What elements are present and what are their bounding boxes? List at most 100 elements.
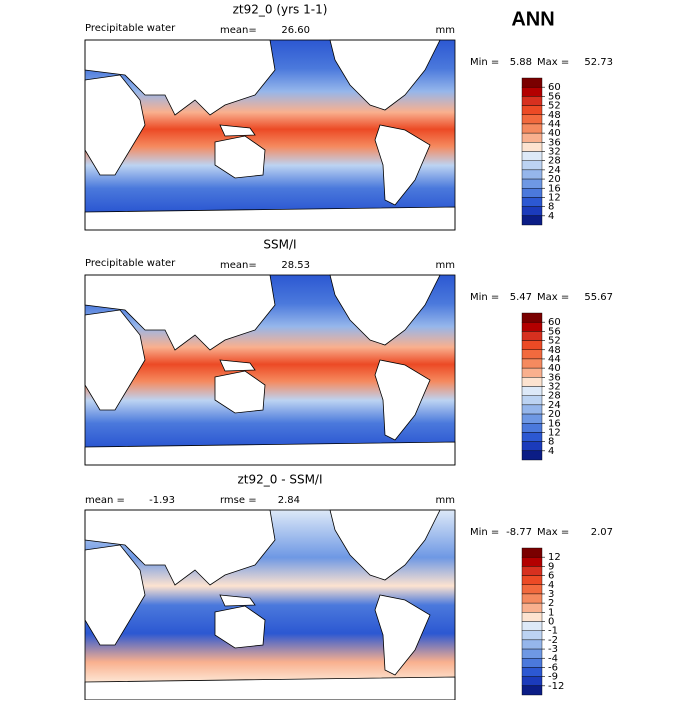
colorbar-label: 20 <box>548 174 561 185</box>
colorbar-label: 56 <box>548 326 561 337</box>
colorbar-box <box>521 96 543 106</box>
min-value: 5.88 <box>510 57 532 68</box>
max-label: Max = <box>537 527 569 538</box>
colorbar-box <box>521 197 543 207</box>
colorbar-box <box>521 648 543 659</box>
max-value: 55.67 <box>584 292 613 303</box>
colorbar-label: 48 <box>548 345 561 356</box>
colorbar-box <box>521 206 543 217</box>
min-label: Min = <box>470 57 499 68</box>
colorbar-label: -3 <box>548 644 558 655</box>
colorbar-label: 12 <box>548 427 561 438</box>
season-label: ANN <box>511 8 554 30</box>
colorbar-box <box>521 593 543 604</box>
colorbar-box <box>521 188 543 198</box>
colorbar-label: 36 <box>548 137 561 148</box>
colorbar-box <box>521 358 543 369</box>
colorbar-label: 56 <box>548 91 561 102</box>
colorbar-label: 12 <box>548 552 561 563</box>
stat-value: 28.53 <box>281 260 310 271</box>
colorbar-box <box>521 123 543 134</box>
colorbar-label: 36 <box>548 372 561 383</box>
colorbar-label: 3 <box>548 589 554 600</box>
colorbar-box <box>521 367 543 378</box>
units: mm <box>436 495 455 506</box>
min-label: Min = <box>470 292 499 303</box>
colorbar-box <box>521 413 543 424</box>
colorbar-box <box>521 178 543 189</box>
colorbar-box <box>521 114 543 125</box>
colorbar-label: 24 <box>548 400 561 411</box>
max-label: Max = <box>537 292 569 303</box>
max-value: 52.73 <box>584 57 613 68</box>
colorbar-box <box>521 547 543 558</box>
colorbar-box <box>521 377 543 387</box>
stat-value: -1.93 <box>149 495 175 506</box>
colorbar-box <box>521 575 543 585</box>
units: mm <box>436 25 455 36</box>
colorbar-box <box>521 676 543 687</box>
colorbar-label: 60 <box>548 317 561 328</box>
colorbar-label: 16 <box>548 418 561 429</box>
colorbar-box <box>521 612 543 622</box>
stat-label: mean= <box>220 260 257 271</box>
min-value: 5.47 <box>510 292 532 303</box>
colorbar-label: 32 <box>548 382 561 393</box>
colorbar-label: 40 <box>548 128 561 139</box>
colorbar-box <box>521 441 543 452</box>
stat-value: 26.60 <box>281 25 310 36</box>
colorbar-box <box>521 630 543 641</box>
colorbar-label: -12 <box>548 681 564 692</box>
colorbar-box <box>521 331 543 341</box>
colorbar-box <box>521 105 543 115</box>
stat-value: 2.84 <box>278 495 300 506</box>
colorbar-box <box>521 312 543 323</box>
colorbar-box <box>521 621 543 631</box>
map-frame <box>84 274 456 466</box>
colorbar-label: -4 <box>548 653 558 664</box>
colorbar-box <box>521 160 543 171</box>
stat-label: mean= <box>220 25 257 36</box>
stat-label: mean = <box>85 495 125 506</box>
colorbar-label: 2 <box>548 598 554 609</box>
colorbar-label: -9 <box>548 672 558 683</box>
colorbar-label: 44 <box>548 119 561 130</box>
colorbar-box <box>521 340 543 350</box>
colorbar-box <box>521 215 543 226</box>
colorbar-box <box>521 667 543 677</box>
colorbar-label: 0 <box>548 617 554 628</box>
colorbar-label: 20 <box>548 409 561 420</box>
colorbar-label: 52 <box>548 336 561 347</box>
colorbar-box <box>521 321 543 332</box>
colorbar-label: 4 <box>548 211 554 222</box>
colorbar-box <box>521 584 543 595</box>
colorbar-box <box>521 566 543 576</box>
colorbar-box <box>521 556 543 567</box>
colorbar-box <box>521 450 543 461</box>
colorbar-label: 28 <box>548 156 561 167</box>
colorbar-box <box>521 639 543 650</box>
colorbar-label: 60 <box>548 82 561 93</box>
colorbar-label: -6 <box>548 662 558 673</box>
colorbar-label: 40 <box>548 363 561 374</box>
map-frame <box>84 39 456 231</box>
colorbar-label: 16 <box>548 183 561 194</box>
colorbar-box <box>521 395 543 406</box>
colorbar-label: -2 <box>548 635 558 646</box>
panel-title: zt92_0 (yrs 1-1) <box>233 3 328 17</box>
colorbar-label: 24 <box>548 165 561 176</box>
min-label: Min = <box>470 527 499 538</box>
colorbar-label: 32 <box>548 147 561 158</box>
colorbar-label: 8 <box>548 202 554 213</box>
colorbar-box <box>521 658 543 668</box>
colorbar-box <box>521 602 543 613</box>
colorbar-box <box>521 132 543 143</box>
colorbar-box <box>521 169 543 180</box>
colorbar-box <box>521 423 543 433</box>
colorbar-label: 28 <box>548 391 561 402</box>
colorbar-box <box>521 432 543 442</box>
colorbar-box <box>521 151 543 161</box>
colorbar-label: 12 <box>548 192 561 203</box>
variable-label: Precipitable water <box>85 23 176 34</box>
